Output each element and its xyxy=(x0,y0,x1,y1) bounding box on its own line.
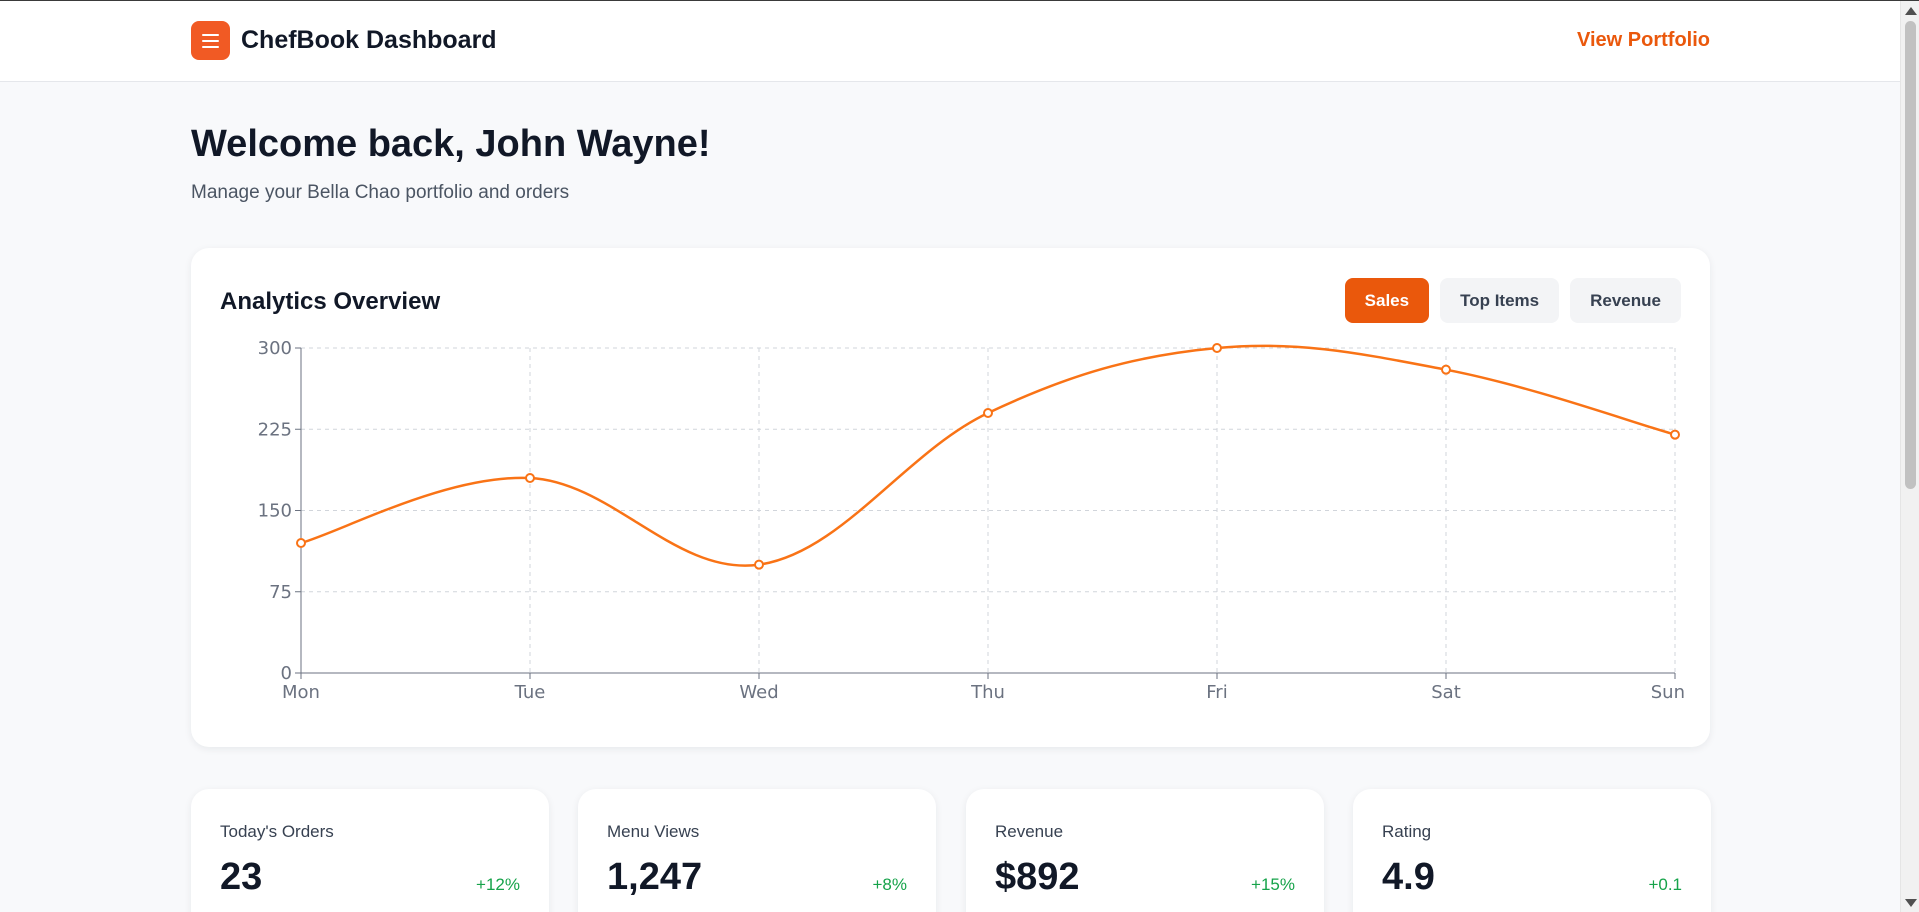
scroll-up-arrow-icon[interactable] xyxy=(1905,7,1917,15)
y-tick-label: 150 xyxy=(258,501,292,522)
stat-change: +12% xyxy=(476,875,520,894)
data-point xyxy=(296,538,306,548)
analytics-title: Analytics Overview xyxy=(220,288,441,315)
x-tick-label: Tue xyxy=(514,682,546,703)
stat-change: +15% xyxy=(1251,875,1295,894)
stat-value: $892 xyxy=(995,856,1080,898)
stat-value: 4.9 xyxy=(1382,856,1435,898)
stat-value: 23 xyxy=(220,856,263,898)
stat-card-rating: Rating 4.9 +0.1 xyxy=(1353,789,1711,912)
sales-line-chart: 0 75 150 225 300 Mon Tue Wed Thu Fri Sat Sun xyxy=(258,338,1685,703)
stat-card-revenue: Revenue $892 +15% xyxy=(966,789,1324,912)
stat-label: Revenue xyxy=(995,822,1064,841)
page-subtitle: Manage your Bella Chao portfolio and ord… xyxy=(191,182,570,203)
stat-card-orders: Today's Orders 23 +12% xyxy=(191,789,549,912)
data-point xyxy=(1670,429,1680,440)
x-tick-label: Sun xyxy=(1651,682,1685,703)
stat-label: Rating xyxy=(1382,822,1432,841)
data-point xyxy=(1441,364,1451,375)
analytics-card: Analytics Overview Sales Top Items Reven… xyxy=(191,248,1710,747)
data-point xyxy=(983,408,993,418)
page-scrollbar[interactable] xyxy=(1900,1,1919,912)
tab-revenue[interactable]: Revenue xyxy=(1570,278,1681,323)
x-tick-label: Thu xyxy=(970,682,1005,703)
y-tick-label: 75 xyxy=(269,582,292,603)
scroll-down-arrow-icon[interactable] xyxy=(1905,899,1917,907)
y-tick-label: 0 xyxy=(281,663,292,684)
tab-top-items[interactable]: Top Items xyxy=(1440,278,1560,323)
x-tick-label: Sat xyxy=(1431,682,1461,703)
data-point xyxy=(754,559,764,570)
x-tick-label: Mon xyxy=(282,682,320,703)
stat-label: Today's Orders xyxy=(220,822,334,841)
top-navbar: ChefBook Dashboard View Portfolio xyxy=(0,1,1900,82)
data-point xyxy=(1212,343,1222,353)
view-portfolio-link[interactable]: View Portfolio xyxy=(1577,29,1710,51)
tab-sales[interactable]: Sales xyxy=(1344,278,1430,323)
scroll-thumb[interactable] xyxy=(1905,21,1916,489)
y-tick-label: 225 xyxy=(258,419,292,440)
analytics-tabs: Sales Top Items Revenue xyxy=(1344,278,1681,323)
x-tick-label: Fri xyxy=(1206,682,1227,703)
stat-change: +8% xyxy=(872,875,908,894)
data-point xyxy=(525,473,535,483)
brand[interactable]: ChefBook Dashboard xyxy=(191,21,497,60)
stat-card-menu-views: Menu Views 1,247 +8% xyxy=(578,789,936,912)
x-tick-label: Wed xyxy=(739,682,778,703)
menu-icon[interactable] xyxy=(191,21,230,60)
page-title: Welcome back, John Wayne! xyxy=(191,123,711,165)
stat-label: Menu Views xyxy=(607,822,700,841)
app-title: ChefBook Dashboard xyxy=(241,26,497,54)
stat-change: +0.1 xyxy=(1648,875,1682,894)
y-tick-label: 300 xyxy=(258,338,292,359)
stat-value: 1,247 xyxy=(607,856,703,898)
